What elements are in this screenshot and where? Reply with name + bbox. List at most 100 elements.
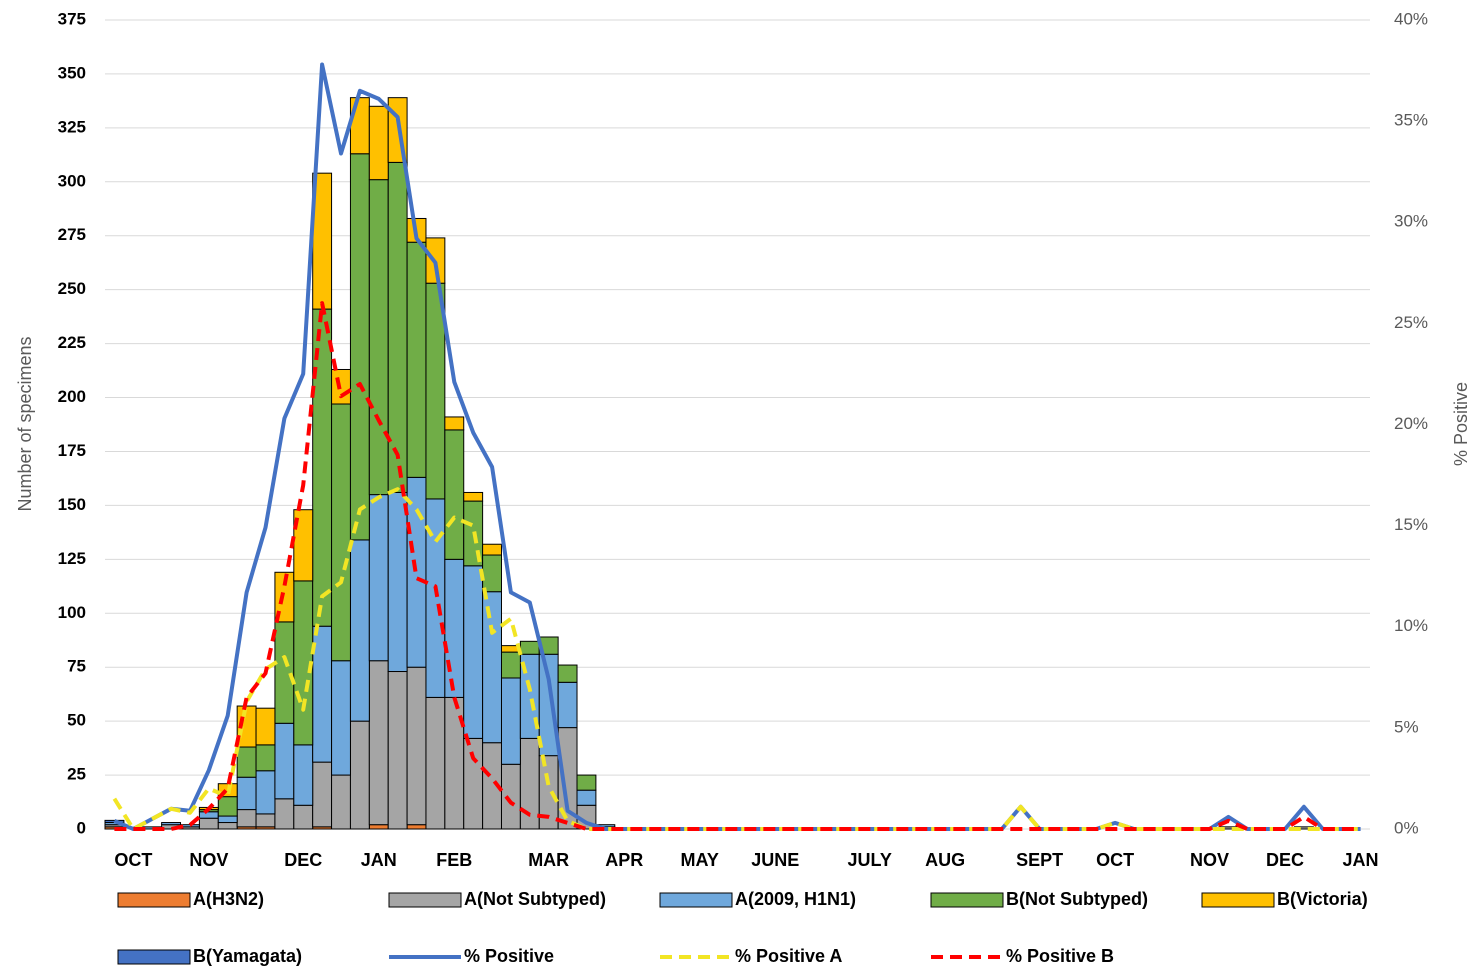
- y2-tick-label: 20%: [1394, 414, 1428, 433]
- bar-segment: [368, 660, 389, 826]
- x-tick-label: JUNE: [751, 850, 799, 870]
- bar-segment: [444, 416, 465, 431]
- x-tick-label: DEC: [1266, 850, 1304, 870]
- bar-segment: [557, 681, 578, 729]
- y2-axis-title: % Positive: [1451, 382, 1471, 466]
- bar-segment: [463, 565, 484, 739]
- bar-segment: [217, 815, 238, 824]
- bar-segment: [387, 161, 408, 493]
- y-tick-label: 100: [58, 603, 86, 622]
- bar-segment: [444, 558, 465, 698]
- bar-segment: [387, 491, 408, 673]
- bar-segment: [387, 671, 408, 830]
- y-tick-label: 200: [58, 387, 86, 406]
- legend-label: B(Not Subtyped): [1006, 889, 1148, 909]
- bar-segment: [482, 543, 502, 556]
- legend-label: % Positive B: [1006, 946, 1114, 966]
- bar-segment: [519, 640, 540, 655]
- legend-label: B(Yamagata): [193, 946, 302, 966]
- y-tick-label: 350: [58, 63, 86, 82]
- y2-tick-label: 5%: [1394, 717, 1419, 736]
- legend-label: B(Victoria): [1277, 889, 1368, 909]
- x-tick-label: AUG: [925, 850, 965, 870]
- bar-segment: [198, 817, 219, 830]
- x-tick-label: NOV: [189, 850, 228, 870]
- x-tick-label: JULY: [847, 850, 891, 870]
- y-axis-title: Number of specimens: [15, 336, 35, 511]
- y-tick-label: 325: [58, 117, 86, 136]
- bar-segment: [406, 666, 427, 826]
- y2-tick-label: 15%: [1394, 515, 1428, 534]
- bar-segment: [236, 776, 257, 811]
- x-tick-label: NOV: [1190, 850, 1229, 870]
- bar-segment: [444, 429, 465, 560]
- y2-tick-label: 35%: [1394, 111, 1428, 130]
- legend-swatch: [1201, 892, 1275, 908]
- y-tick-label: 0: [77, 818, 86, 837]
- bar-segment: [368, 105, 389, 181]
- x-tick-label: MAY: [681, 850, 719, 870]
- bar-segment: [349, 539, 370, 722]
- x-tick-label: APR: [605, 850, 643, 870]
- bar-segment: [368, 179, 389, 496]
- bar-segment: [482, 591, 502, 744]
- x-tick-label: JAN: [1343, 850, 1379, 870]
- legend-swatch: [117, 892, 191, 908]
- legend-label: % Positive: [464, 946, 554, 966]
- legend-swatch: [388, 892, 462, 908]
- x-tick-label: OCT: [114, 850, 152, 870]
- bar-segment: [161, 822, 182, 826]
- bar-segment: [500, 763, 521, 830]
- y-tick-label: 300: [58, 171, 86, 190]
- legend-label: A(H3N2): [193, 889, 264, 909]
- bar-segment: [463, 491, 484, 502]
- legend-label: A(2009, H1N1): [735, 889, 856, 909]
- legend-label: % Positive A: [735, 946, 842, 966]
- bar-segment: [368, 824, 389, 830]
- bar-segment: [349, 153, 370, 541]
- bar-segment: [255, 813, 276, 828]
- bar-segment: [274, 798, 295, 830]
- bar-segment: [406, 241, 427, 478]
- bar-segment: [274, 621, 295, 724]
- bar-segment: [217, 822, 238, 830]
- y-tick-label: 125: [58, 549, 86, 568]
- bar-segment: [331, 403, 351, 662]
- bar-segment: [557, 664, 578, 683]
- bar-segment: [406, 824, 427, 830]
- y2-tick-label: 30%: [1394, 212, 1428, 231]
- line: [114, 301, 1361, 831]
- y2-tick-label: 0%: [1394, 818, 1419, 837]
- bar-segment: [236, 746, 257, 778]
- bar-segment: [293, 804, 314, 830]
- legend-swatch: [117, 949, 191, 965]
- y-tick-label: 275: [58, 225, 86, 244]
- y-tick-label: 50: [67, 711, 86, 730]
- legend-label: A(Not Subtyped): [464, 889, 606, 909]
- bar-segment: [255, 744, 276, 772]
- bar-segment: [180, 824, 200, 828]
- bar-segment: [500, 651, 521, 679]
- bar-segment: [349, 720, 370, 830]
- bar-segment: [425, 696, 446, 830]
- bar-segment: [236, 809, 257, 828]
- x-tick-label: OCT: [1096, 850, 1134, 870]
- bar-segment: [368, 494, 389, 662]
- y-tick-label: 225: [58, 333, 86, 352]
- bar-segment: [255, 707, 276, 746]
- bar-segment: [576, 789, 597, 806]
- bar-segment: [274, 571, 295, 623]
- bar-segment: [312, 761, 333, 828]
- x-tick-label: MAR: [528, 850, 569, 870]
- y2-tick-label: 40%: [1394, 9, 1428, 28]
- legend-swatch: [930, 892, 1004, 908]
- bar-segment: [538, 653, 559, 757]
- legend-swatch: [659, 892, 733, 908]
- line: [112, 487, 1361, 831]
- bar-segment: [217, 796, 238, 817]
- x-tick-label: SEPT: [1016, 850, 1063, 870]
- bar-segment: [482, 554, 502, 593]
- bar-segment: [406, 476, 427, 668]
- y-tick-label: 175: [58, 441, 86, 460]
